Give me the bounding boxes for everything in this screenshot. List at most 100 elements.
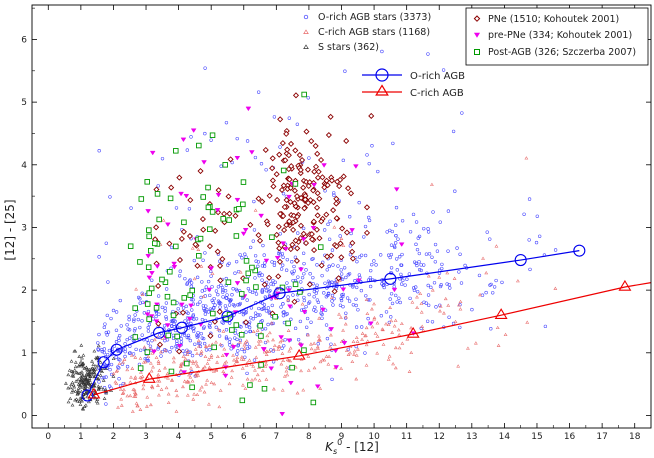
x-tick-label: 18 [629, 432, 641, 442]
scatter-point [243, 340, 248, 344]
scatter-point [305, 182, 312, 190]
scatter-point [218, 342, 223, 346]
scatter-point [249, 362, 254, 366]
scatter-point [156, 184, 160, 188]
scatter-point [206, 357, 211, 361]
track-point [406, 326, 420, 338]
scatter-point [426, 52, 430, 56]
scatter-point [221, 295, 225, 299]
scatter-point [393, 293, 398, 298]
scatter-point [334, 178, 341, 185]
scatter-point [341, 341, 348, 346]
scatter-point [227, 381, 232, 386]
scatter-point [453, 319, 458, 324]
y-tick-label: 3 [21, 223, 27, 233]
scatter-point [451, 129, 456, 134]
scatter-point [212, 382, 217, 386]
scatter-point [73, 364, 78, 369]
scatter-point [320, 316, 324, 320]
scatter-point [295, 391, 300, 395]
scatter-point [215, 187, 222, 194]
scatter-point [98, 373, 103, 377]
scatter-point [288, 359, 293, 363]
scatter-point [411, 286, 416, 290]
scatter-point [289, 317, 293, 322]
scatter-point [332, 342, 337, 346]
scatter-point [435, 249, 440, 253]
scatter-point [164, 287, 169, 291]
scatter-point [80, 370, 84, 374]
scatter-point [285, 312, 289, 316]
scatter-point [286, 338, 293, 344]
scatter-point [453, 189, 457, 193]
scatter-point [330, 299, 334, 303]
scatter-point [220, 286, 225, 290]
scatter-point [500, 280, 504, 285]
scatter-point [260, 278, 264, 282]
scatter-point [208, 266, 215, 271]
scatter-point [179, 368, 183, 372]
scatter-point [225, 296, 229, 300]
scatter-point [214, 340, 218, 344]
scatter-point [429, 285, 433, 289]
scatter-point [154, 302, 160, 308]
scatter-point [415, 295, 419, 299]
scatter-point [294, 245, 301, 252]
scatter-point [253, 155, 258, 160]
scatter-point [389, 292, 394, 296]
scatter-point [132, 317, 136, 321]
scatter-point [264, 377, 269, 381]
scatter-point [280, 252, 285, 256]
scatter-point [164, 323, 171, 328]
scatter-point [138, 356, 143, 360]
scatter-point [326, 222, 330, 227]
scatter-point [386, 253, 391, 257]
scatter-point [255, 372, 260, 377]
scatter-point [211, 300, 215, 305]
cloud-post-agb [127, 91, 324, 406]
scatter-point [85, 370, 90, 374]
scatter-point [457, 270, 461, 274]
scatter-point [234, 281, 241, 286]
scatter-point [151, 349, 157, 355]
scatter-point [338, 234, 342, 238]
scatter-point [389, 266, 394, 270]
scatter-point [255, 232, 262, 239]
cloud-c-rich-agb-stars [111, 156, 558, 413]
scatter-point [425, 319, 430, 323]
scatter-point [184, 360, 190, 367]
scatter-point [95, 397, 100, 401]
scatter-point [96, 343, 101, 348]
scatter-point [94, 356, 99, 361]
scatter-point [64, 381, 68, 385]
scatter-point [128, 380, 133, 384]
scatter-point [97, 332, 101, 337]
legend-item-c-rich-track: C-rich AGB [362, 84, 464, 99]
scatter-point [328, 345, 333, 349]
track-point [175, 321, 188, 334]
scatter-point [349, 239, 356, 247]
scatter-point [180, 137, 187, 143]
scatter-point [169, 245, 174, 250]
scatter-point [339, 236, 344, 240]
scatter-point [170, 324, 174, 328]
scatter-point [92, 371, 97, 375]
scatter-point [322, 291, 326, 295]
scatter-point [324, 182, 331, 189]
scatter-point [210, 285, 214, 289]
scatter-point [430, 182, 434, 186]
scatter-point [96, 341, 100, 345]
scatter-point [187, 373, 191, 377]
scatter-point [187, 279, 192, 283]
scatter-point [200, 289, 204, 293]
scatter-point [327, 237, 332, 241]
scatter-point [216, 308, 223, 315]
scatter-point [343, 137, 350, 144]
x-axis-title-rest: - [12] [342, 440, 379, 454]
scatter-point [69, 369, 74, 373]
scatter-point [81, 406, 85, 410]
scatter-point [156, 383, 160, 387]
scatter-point [181, 306, 186, 310]
scatter-point [149, 271, 155, 276]
scatter-point [375, 321, 380, 325]
